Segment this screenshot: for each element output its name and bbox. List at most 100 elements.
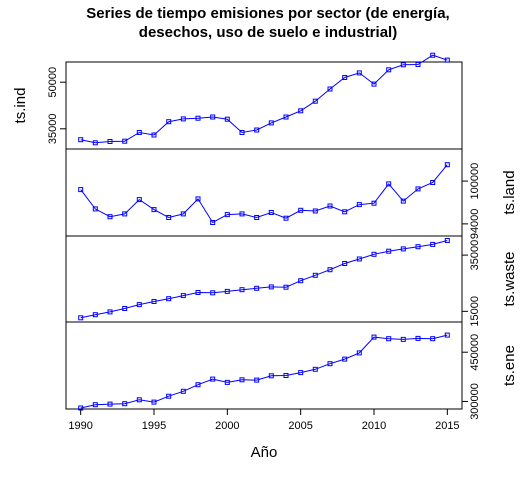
series-line-ts-ind — [80, 54, 448, 144]
data-point — [312, 208, 318, 214]
data-point — [224, 379, 230, 385]
data-point — [210, 290, 216, 296]
data-point — [356, 202, 362, 208]
data-point — [195, 115, 201, 121]
data-point — [400, 336, 406, 342]
data-point — [298, 278, 304, 284]
data-point — [415, 335, 421, 341]
panel-ts-waste: 15000 35000 ts.waste — [65, 235, 518, 327]
x-axis-title: Año — [251, 444, 278, 461]
data-point — [342, 261, 348, 266]
data-point — [92, 402, 98, 408]
data-point — [430, 52, 436, 58]
data-point — [166, 296, 172, 302]
data-point — [136, 130, 142, 135]
data-point — [180, 293, 186, 299]
data-point — [122, 401, 128, 407]
data-point — [312, 98, 318, 104]
data-point — [151, 399, 157, 405]
x-tick-label: 1995 — [142, 420, 166, 432]
data-point — [166, 393, 172, 399]
x-tick-label: 2005 — [288, 420, 312, 432]
series-label-ts-ind: ts.ind — [12, 88, 29, 124]
series-line-ts-waste — [80, 240, 448, 319]
data-point — [415, 186, 421, 192]
data-point — [224, 288, 230, 294]
data-point — [312, 366, 318, 372]
y-tick-label: 100000 — [469, 163, 481, 200]
y-tick-label: 50000 — [47, 67, 59, 98]
data-point — [400, 246, 406, 252]
data-point — [78, 315, 84, 321]
data-point — [268, 373, 274, 379]
data-point — [342, 356, 348, 362]
y-tick-label: 35000 — [47, 114, 59, 145]
data-point — [444, 238, 450, 243]
data-point — [180, 388, 186, 394]
data-point — [224, 212, 230, 218]
data-point — [327, 86, 333, 92]
data-point — [122, 138, 128, 144]
x-tick-label: 1990 — [68, 420, 92, 432]
data-point — [107, 139, 113, 144]
data-point — [386, 248, 392, 254]
data-point — [268, 284, 274, 290]
data-point — [180, 116, 186, 122]
data-point — [327, 203, 333, 209]
data-point — [92, 140, 98, 146]
data-point — [107, 309, 113, 315]
data-point — [444, 162, 450, 168]
data-point — [239, 287, 245, 293]
data-point — [180, 211, 186, 217]
data-point — [210, 376, 216, 382]
y-tick-label: 300000 — [469, 383, 481, 420]
data-point — [444, 57, 450, 63]
chart-title-line2: desechos, uso de suelo e industrial) — [139, 24, 397, 41]
data-point — [195, 196, 201, 202]
data-point — [122, 306, 128, 311]
data-point — [283, 114, 289, 120]
data-point — [371, 334, 377, 340]
panel-ts-ind: 35000 50000 ts.ind — [12, 52, 463, 150]
data-point — [327, 361, 333, 367]
data-point — [283, 373, 289, 378]
data-point — [210, 220, 216, 225]
data-point — [298, 207, 304, 213]
data-point — [400, 198, 406, 204]
y-tick-label: 450000 — [469, 334, 481, 371]
data-point — [371, 200, 377, 206]
data-point — [254, 127, 260, 133]
data-point — [415, 62, 421, 67]
data-point — [386, 67, 392, 73]
data-point — [254, 377, 260, 383]
data-point — [136, 397, 142, 403]
series-line-ts-ene — [80, 334, 448, 409]
data-point — [78, 137, 84, 143]
series-label-ts-waste: ts.waste — [501, 251, 518, 306]
data-point — [371, 81, 377, 87]
data-point — [356, 350, 362, 356]
data-point — [224, 116, 230, 122]
data-point — [92, 206, 98, 212]
data-point — [78, 187, 84, 193]
y-tick-label: 35000 — [469, 240, 481, 271]
data-point — [210, 114, 216, 120]
data-point — [136, 197, 142, 203]
panel-frame — [65, 61, 463, 150]
x-tick-label: 2010 — [362, 420, 386, 432]
data-point — [415, 244, 421, 250]
data-point — [298, 108, 304, 114]
data-point — [386, 181, 392, 187]
data-point — [342, 209, 348, 215]
data-point — [356, 70, 362, 76]
data-point — [400, 62, 406, 68]
data-point — [166, 119, 172, 125]
data-point — [327, 267, 333, 273]
data-point — [195, 290, 201, 295]
data-point — [239, 211, 245, 217]
data-point — [430, 336, 436, 342]
data-point — [312, 272, 318, 278]
x-tick-label: 2000 — [215, 420, 239, 432]
